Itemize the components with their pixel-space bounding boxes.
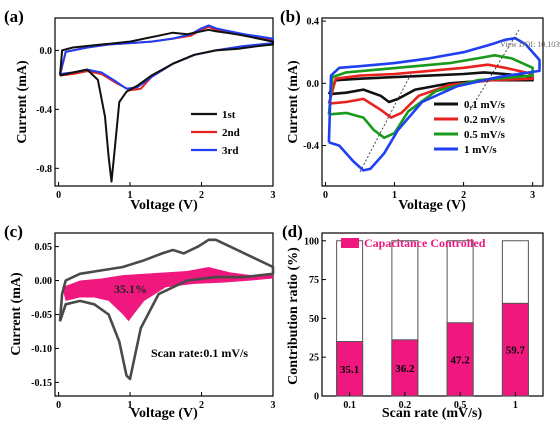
panel-label-b: (b): [280, 7, 301, 26]
b-xtick-label-0: 0: [323, 190, 328, 201]
b-series-0.2-mV-s: [327, 63, 534, 119]
cv-curve-c: [58, 238, 275, 381]
x-axis-label-b: Voltage (V): [398, 198, 466, 213]
plot-frame-d: [321, 232, 544, 397]
d-ytick-label-4: 100: [304, 236, 319, 247]
a-ytick-label-2: 0.0: [40, 46, 53, 57]
d-bar-value-label-0: 35.1: [340, 364, 359, 376]
panel-label-a: (a): [4, 7, 24, 26]
scan-rate-note: Scan rate:0.1 mV/s: [151, 346, 248, 360]
plot-frame-a: [54, 17, 274, 187]
panel-b: (b) Voltage (V) Current (mA) 0 1 2 3 -0.4 0.0…: [280, 7, 560, 213]
capacitive-percent-annotation: 35.1%: [114, 282, 147, 296]
legend-swatch-capacitance: [341, 238, 359, 248]
legend-label-2nd: 2nd: [222, 127, 240, 139]
c-xtick-label-1: 1: [128, 400, 133, 411]
legend-label-0.5: 0.5 mV/s: [464, 129, 506, 141]
b-series-1-mV-s: [327, 36, 541, 172]
x-axis-label-c: Voltage (V): [130, 406, 198, 421]
plot-frame-b: [321, 17, 544, 187]
d-xtick-label-1: 0.2: [399, 400, 412, 411]
c-xtick-label-2: 2: [199, 400, 204, 411]
panel-a: (a) Voltage (V) Current (mA) 0 1 2 3 -0.8 -0.…: [4, 7, 276, 213]
legend-label-capacitance: Capacitance Controlled: [364, 236, 486, 250]
d-bar-value-label-1: 36.2: [395, 363, 415, 375]
x-axis-label-d: Scan rate (mV/s): [382, 406, 483, 421]
c-ytick-label-0: -0.15: [31, 378, 52, 389]
peak-shift-guide-cathodic: [359, 71, 413, 173]
b-xtick-label-3: 3: [530, 190, 535, 201]
watermark-text: View DOI: 10.1039/: [500, 40, 560, 49]
a-xtick-label-3: 3: [271, 190, 276, 201]
a-ytick-label-1: -0.4: [36, 105, 52, 116]
d-ytick-label-1: 25: [309, 353, 319, 364]
d-ytick-label-0: 0: [314, 392, 319, 403]
y-axis-label-c: Current (mA): [9, 272, 24, 356]
panel-d: (d) Scan rate (mV/s) Contribution ratio …: [282, 222, 544, 421]
plot-frame-c: [54, 232, 274, 397]
c-xtick-label-3: 3: [271, 400, 276, 411]
c-ytick-label-2: -0.05: [31, 310, 52, 321]
y-axis-label-d: Contribution ratio (%): [286, 247, 301, 385]
series-lines-b: [327, 36, 541, 172]
ticks-a: 0 1 2 3 -0.8 -0.4 0.0: [36, 46, 275, 201]
c-ytick-label-3: 0.00: [35, 276, 53, 287]
a-xtick-label-0: 0: [56, 190, 61, 201]
x-axis-label-a: Voltage (V): [130, 198, 198, 213]
legend-label-1st: 1st: [222, 109, 236, 121]
c-cv-line: [58, 238, 275, 381]
d-bar-value-label-2: 47.2: [451, 354, 471, 366]
c-capacitive-region: [62, 267, 273, 322]
y-axis-label-a: Current (mA): [15, 60, 30, 144]
b-xtick-label-2: 2: [461, 190, 466, 201]
d-ytick-label-2: 50: [309, 314, 319, 325]
b-ytick-label-1: 0.0: [307, 79, 320, 90]
legend-a: 1st 2nd 3rd: [191, 109, 240, 157]
b-xtick-label-1: 1: [392, 190, 397, 201]
a-ytick-label-0: -0.8: [36, 164, 52, 175]
legend-b: 0.1 mV/s 0.2 mV/s 0.5 mV/s 1 mV/s: [434, 99, 506, 156]
legend-label-3rd: 3rd: [222, 145, 239, 157]
d-xtick-label-2: 0.5: [454, 400, 467, 411]
ticks-b: 0 1 2 3 -0.4 0.0 0.4: [303, 17, 535, 201]
b-ytick-label-2: 0.4: [307, 17, 320, 28]
capacitive-area-c: [62, 267, 273, 322]
bars-d: 35.1 0.1 36.2 0.2 47.2 0.5 59.7 1: [336, 240, 529, 411]
a-xtick-label-1: 1: [128, 190, 133, 201]
legend-label-0.1: 0.1 mV/s: [464, 99, 506, 111]
c-ytick-label-4: 0.05: [35, 242, 53, 253]
a-series-3rd: [59, 24, 274, 90]
a-xtick-label-2: 2: [199, 190, 204, 201]
a-series-2nd: [59, 25, 274, 92]
b-series-0.1-mV-s: [327, 71, 534, 104]
legend-label-0.2: 0.2 mV/s: [464, 114, 506, 126]
series-lines-a: [59, 24, 274, 183]
y-axis-label-b: Current (mA): [286, 60, 301, 144]
panel-c: (c) Voltage (V) Current (mA) 0 1 2 3 -0.15 -0…: [4, 222, 276, 421]
c-ytick-label-1: -0.10: [31, 344, 52, 355]
ticks-c: 0 1 2 3 -0.15 -0.10 -0.05 0.00 0.05: [31, 242, 275, 411]
d-bar-value-label-3: 59.7: [506, 345, 526, 357]
d-ytick-label-3: 75: [309, 275, 319, 286]
a-series-1st: [59, 28, 274, 183]
panel-label-d: (d): [282, 222, 303, 241]
legend-label-1: 1 mV/s: [464, 144, 497, 156]
ticks-d: 0 25 50 75 100: [304, 236, 326, 403]
panel-label-c: (c): [4, 222, 23, 241]
d-xtick-label-0: 0.1: [343, 400, 356, 411]
d-bar-capacitive-0: [336, 341, 364, 397]
b-ytick-label-0: -0.4: [303, 141, 319, 152]
c-xtick-label-0: 0: [56, 400, 61, 411]
d-xtick-label-3: 1: [513, 400, 518, 411]
